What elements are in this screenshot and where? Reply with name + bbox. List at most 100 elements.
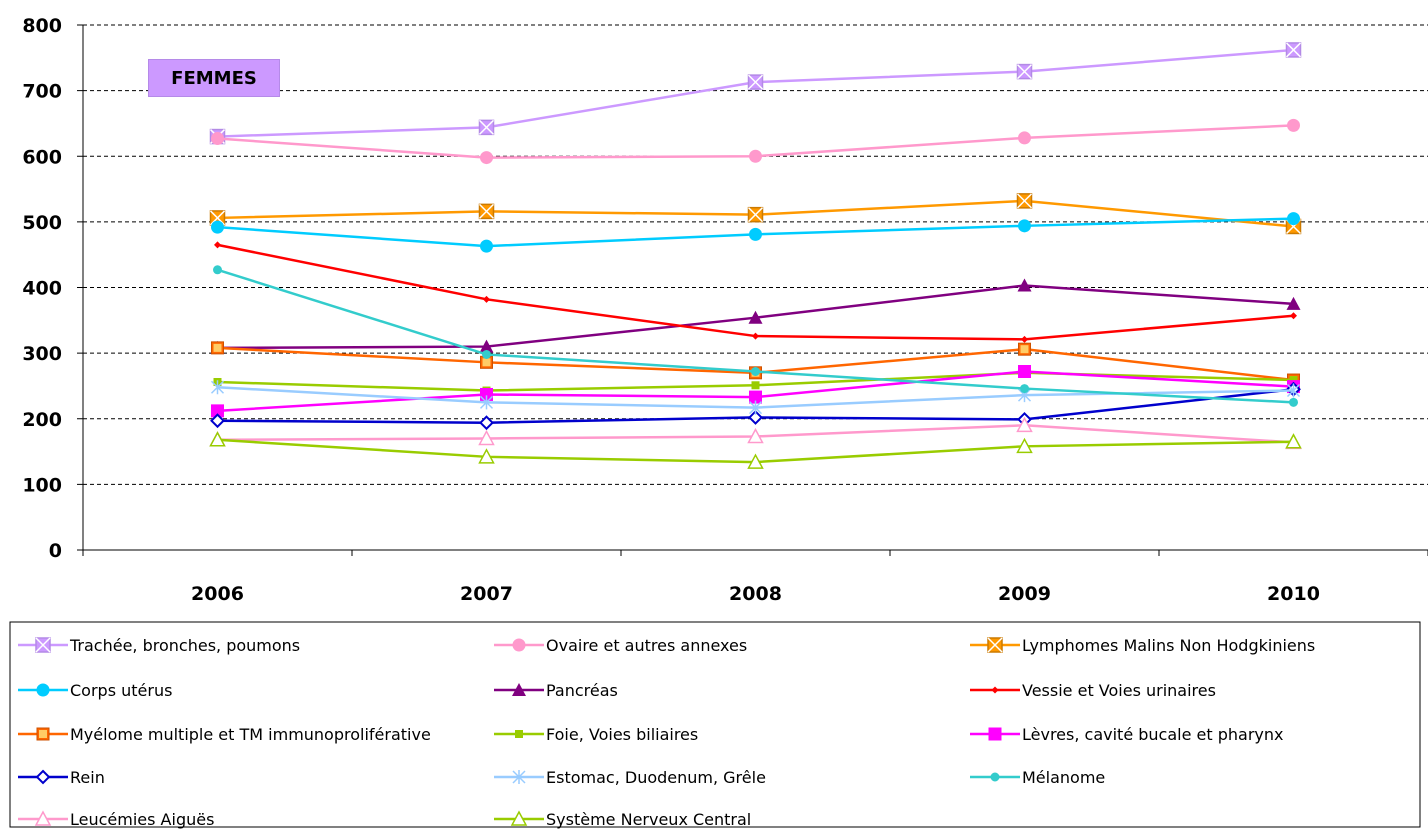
data-point	[479, 415, 494, 431]
legend-label: Foie, Voies biliaires	[546, 725, 698, 744]
legend-marker-cross	[987, 637, 1003, 653]
series-11	[213, 265, 1298, 407]
legend-marker	[34, 810, 52, 826]
x-tick-label: 2009	[998, 583, 1051, 605]
data-point	[482, 349, 491, 359]
series-13	[209, 431, 1302, 469]
data-point	[1018, 365, 1031, 378]
data-point-cross	[478, 119, 495, 135]
legend-marker	[512, 638, 526, 652]
legend-marker	[988, 727, 1002, 741]
data-point	[480, 239, 493, 253]
data-point-inner	[482, 358, 491, 367]
legend-item: Pancréas	[494, 681, 618, 700]
data-point	[478, 448, 495, 464]
data-point	[479, 339, 494, 353]
data-point	[1287, 212, 1300, 226]
legend-label: Leucémies Aiguës	[70, 810, 214, 829]
y-tick-label: 100	[22, 474, 62, 496]
data-point	[479, 395, 494, 410]
data-point	[1286, 296, 1301, 310]
legend-item: Lèvres, cavité bucale et pharynx	[970, 725, 1283, 744]
legend-marker	[36, 683, 50, 697]
y-tick-label: 700	[22, 81, 62, 103]
series-4	[210, 278, 1301, 354]
data-point	[478, 429, 495, 446]
legend-marker-cross	[35, 637, 51, 653]
data-point	[749, 227, 762, 241]
legend-item: Système Nerveux Central	[494, 810, 751, 829]
x-tick-label: 2008	[729, 583, 782, 605]
data-point	[751, 381, 760, 390]
x-tick-label: 2010	[1267, 583, 1320, 605]
data-point	[1289, 376, 1298, 385]
x-tick-label: 2006	[191, 583, 244, 605]
legend-label: Vessie et Voies urinaires	[1022, 681, 1216, 700]
data-point	[210, 413, 225, 429]
legend-label: Système Nerveux Central	[546, 810, 751, 829]
legend-item: Mélanome	[970, 768, 1105, 787]
data-point	[1016, 437, 1033, 454]
x-tick-labels: 2006 2007 2008 2009 2010	[191, 583, 1320, 605]
legend-label: Rein	[70, 768, 105, 787]
legend-marker	[35, 769, 51, 785]
chart-title: FEMMES	[148, 59, 280, 97]
data-point	[211, 220, 224, 234]
series-1	[211, 118, 1300, 165]
data-point	[209, 431, 226, 447]
data-point	[1018, 131, 1031, 145]
data-point	[748, 410, 763, 425]
axes	[77, 24, 1428, 556]
data-point	[748, 310, 763, 324]
legend-marker	[510, 810, 528, 826]
legend-label: Lèvres, cavité bucale et pharynx	[1022, 725, 1283, 744]
legend-item: Myélome multiple et TM immunoproliférati…	[18, 725, 431, 744]
y-tick-label: 300	[22, 343, 62, 365]
series-lines	[209, 42, 1302, 469]
data-point-inner	[1020, 345, 1029, 354]
data-point	[748, 400, 763, 415]
legend-item: Vessie et Voies urinaires	[970, 681, 1216, 700]
legend-label: Trachée, bronches, poumons	[69, 636, 300, 655]
data-point	[1016, 416, 1033, 433]
legend-marker	[512, 683, 526, 696]
y-tick-label: 800	[22, 15, 62, 37]
legend-label: Lymphomes Malins Non Hodgkiniens	[1022, 636, 1315, 655]
series-3	[211, 212, 1300, 253]
legend-item: Leucémies Aiguës	[18, 810, 214, 829]
y-tick-label: 0	[49, 540, 62, 562]
y-tick-label: 200	[22, 409, 62, 431]
legend-item: Lymphomes Malins Non Hodgkiniens	[970, 636, 1315, 655]
data-point-cross	[1016, 64, 1033, 80]
data-point	[1018, 219, 1031, 233]
data-point	[211, 132, 224, 146]
data-point	[210, 380, 225, 395]
series-0	[209, 42, 1302, 145]
data-point	[747, 427, 764, 444]
data-point	[1290, 312, 1297, 320]
data-point-cross	[747, 207, 764, 223]
data-point	[1020, 384, 1029, 394]
series-6	[211, 341, 1300, 387]
data-point	[480, 151, 493, 165]
data-point	[1285, 433, 1302, 449]
data-point	[1021, 335, 1028, 343]
series-2	[209, 193, 1302, 235]
y-tick-label: 400	[22, 278, 62, 300]
y-tick-labels: 0 100 200 300 400 500 600 700 800	[22, 15, 62, 562]
legend-label: Estomac, Duodenum, Grêle	[546, 768, 766, 787]
series-line	[217, 48, 1294, 138]
data-point-cross	[1285, 42, 1302, 58]
legend-item: Trachée, bronches, poumons	[18, 636, 300, 655]
data-point-cross	[1016, 193, 1033, 209]
legend-label: Pancréas	[546, 681, 618, 700]
legend-marker-inner	[39, 730, 47, 738]
legend: Trachée, bronches, poumons Ovaire et autr…	[9, 621, 1421, 829]
legend-item: Ovaire et autres annexes	[494, 636, 747, 655]
data-point	[483, 295, 490, 303]
data-point	[751, 367, 760, 376]
data-point	[213, 265, 222, 275]
legend-label: Mélanome	[1022, 768, 1105, 787]
legend-item: Foie, Voies biliaires	[494, 725, 698, 744]
data-point-cross	[747, 74, 764, 90]
